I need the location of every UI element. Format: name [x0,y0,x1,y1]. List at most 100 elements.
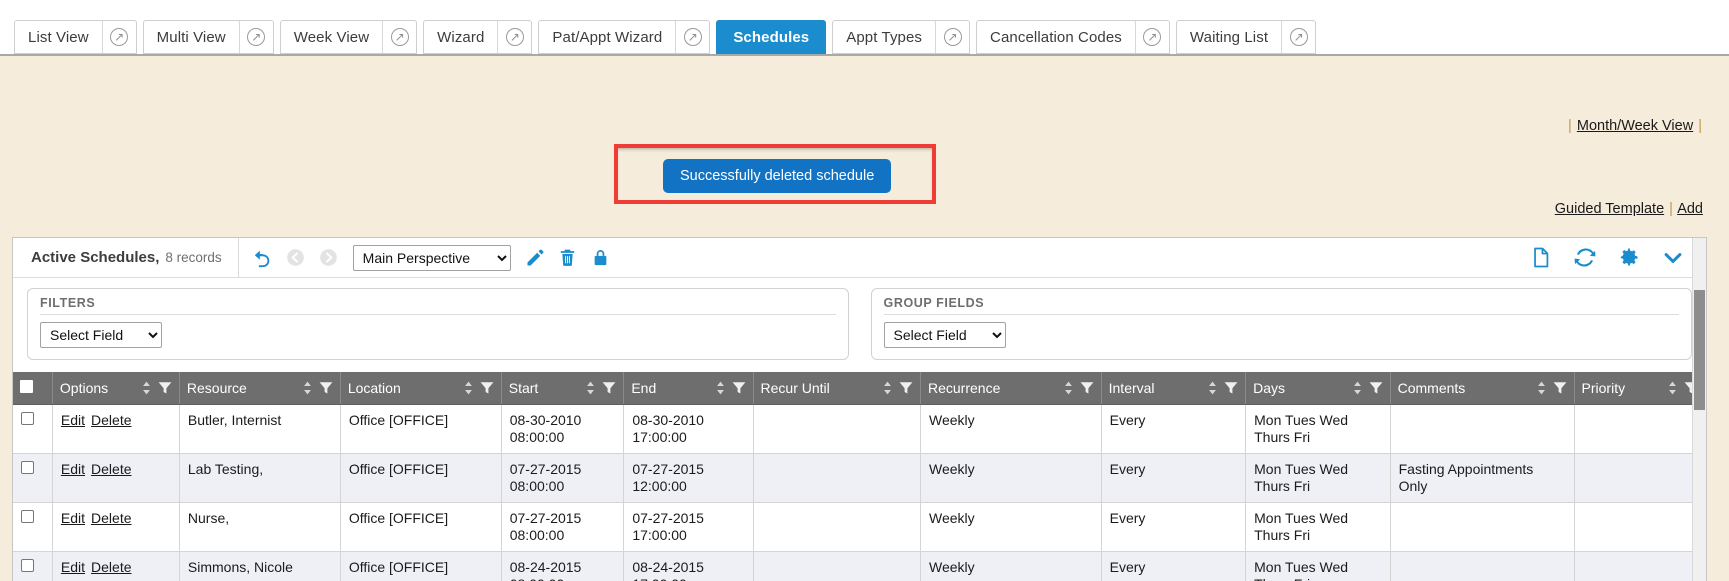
group-fields-select-field[interactable]: Select Field [883,322,1006,348]
open-external-icon[interactable] [238,21,273,53]
filter-funnel-icon[interactable] [1080,381,1094,395]
sort-icon[interactable] [463,381,474,395]
tab-cancellation-codes[interactable]: Cancellation Codes [976,20,1170,54]
filter-funnel-icon[interactable] [158,381,172,395]
sort-icon[interactable] [302,381,313,395]
filter-funnel-icon[interactable] [480,381,494,395]
success-notification-button[interactable]: Successfully deleted schedule [663,159,892,193]
open-external-icon[interactable] [935,21,969,53]
tab-label: Multi View [156,28,226,46]
filter-funnel-icon[interactable] [1369,381,1383,395]
edit-link[interactable]: Edit [60,509,86,526]
sort-icon[interactable] [585,381,596,395]
delete-link[interactable]: Delete [91,411,132,428]
sort-icon[interactable] [882,381,893,395]
open-external-icon[interactable] [675,21,709,53]
open-external-icon[interactable] [382,21,416,53]
column-header-days[interactable]: Days [1245,372,1391,405]
filter-funnel-icon[interactable] [319,381,333,395]
cell-start: 08-30-2010 08:00:00 [501,404,625,454]
delete-link[interactable]: Delete [91,509,132,526]
sort-icon[interactable] [141,381,152,395]
table-row[interactable]: Edit Delete Nurse, Office [OFFICE] 07-27-201… [13,502,1706,552]
scrollbar-thumb[interactable] [1694,290,1705,410]
sort-icon[interactable] [1352,381,1363,395]
cell-days: Mon Tues Wed Thurs Fri [1245,453,1391,503]
table-row[interactable]: Edit Delete Simmons, Nicole Office [OFFICE]… [13,551,1706,581]
row-checkbox[interactable] [21,411,34,425]
sort-icon[interactable] [715,381,726,395]
column-header-interval[interactable]: Interval [1101,372,1247,405]
gear-icon[interactable] [1618,247,1640,269]
add-link[interactable]: Add [1677,201,1703,217]
open-external-icon[interactable] [1134,21,1169,53]
table-row[interactable]: Edit Delete Lab Testing, Office [OFFICE] 07-… [13,453,1706,503]
tab-schedules[interactable]: Schedules [716,20,827,54]
row-checkbox[interactable] [21,509,34,523]
lock-icon[interactable] [590,247,612,269]
tab-week-view[interactable]: Week View [279,20,418,54]
column-header-end[interactable]: End [623,372,754,405]
tab-multi-view[interactable]: Multi View [142,20,274,54]
column-header-options[interactable]: Options [52,372,180,405]
sort-icon[interactable] [1063,381,1074,395]
select-all-header[interactable] [13,372,53,405]
column-header-recurrence[interactable]: Recurrence [920,372,1102,405]
cell-resource: Butler, Internist [179,404,341,454]
select-all-checkbox[interactable] [20,379,33,393]
column-header-start[interactable]: Start [501,372,625,405]
row-select-cell[interactable] [13,502,53,552]
trash-icon[interactable] [557,247,579,269]
guided-template-link[interactable]: Guided Template [1554,201,1665,217]
column-header-comments[interactable]: Comments [1390,372,1575,405]
sort-icon[interactable] [1667,381,1678,395]
chevron-down-icon[interactable] [1662,247,1684,269]
delete-link[interactable]: Delete [91,460,132,477]
delete-link[interactable]: Delete [91,558,132,575]
tab-label: Waiting List [1189,28,1269,46]
tab-waiting-list[interactable]: Waiting List [1175,20,1317,54]
table-body: Edit Delete Butler, Internist Office [OFFIC… [13,404,1706,581]
row-select-cell[interactable] [13,404,53,454]
row-checkbox[interactable] [21,558,34,572]
pencil-icon[interactable] [524,247,546,269]
tab-list-view[interactable]: List View [14,20,137,54]
next-icon[interactable] [318,247,340,269]
filter-funnel-icon[interactable] [899,381,913,395]
tab-pat-appt-wizard[interactable]: Pat/Appt Wizard [538,20,711,54]
column-header-label: End [631,379,657,396]
sort-icon[interactable] [1536,381,1547,395]
edit-link[interactable]: Edit [60,558,86,575]
sort-icon[interactable] [1207,381,1218,395]
edit-link[interactable]: Edit [60,411,86,428]
open-external-icon[interactable] [1281,21,1315,53]
month-week-view-link[interactable]: Month/Week View [1576,118,1694,134]
vertical-scrollbar[interactable] [1692,238,1706,581]
filter-funnel-icon[interactable] [1553,381,1567,395]
cell-recur_until [753,404,922,454]
tab-appt-types[interactable]: Appt Types [832,20,971,54]
external-arrow-icon [1143,28,1162,46]
open-external-icon[interactable] [497,21,531,53]
perspective-select[interactable]: Main Perspective [352,244,511,271]
filter-funnel-icon[interactable] [732,381,746,395]
table-row[interactable]: Edit Delete Butler, Internist Office [OFFIC… [13,404,1706,454]
row-checkbox[interactable] [21,460,34,474]
undo-icon[interactable] [252,247,274,269]
column-header-priority[interactable]: Priority [1574,372,1706,405]
refresh-icon[interactable] [1574,247,1596,269]
column-header-location[interactable]: Location [340,372,502,405]
filter-funnel-icon[interactable] [602,381,616,395]
column-header-resource[interactable]: Resource [179,372,341,405]
column-header-recur_until[interactable]: Recur Until [753,372,922,405]
filter-funnel-icon[interactable] [1224,381,1238,395]
row-select-cell[interactable] [13,453,53,503]
tab-wizard[interactable]: Wizard [423,20,533,54]
new-document-icon[interactable] [1530,247,1552,269]
cell-end: 08-24-2015 17:00:00 [623,551,754,581]
open-external-icon[interactable] [101,21,136,53]
edit-link[interactable]: Edit [60,460,86,477]
previous-icon[interactable] [285,247,307,269]
row-select-cell[interactable] [13,551,53,581]
filters-select-field[interactable]: Select Field [40,322,162,348]
